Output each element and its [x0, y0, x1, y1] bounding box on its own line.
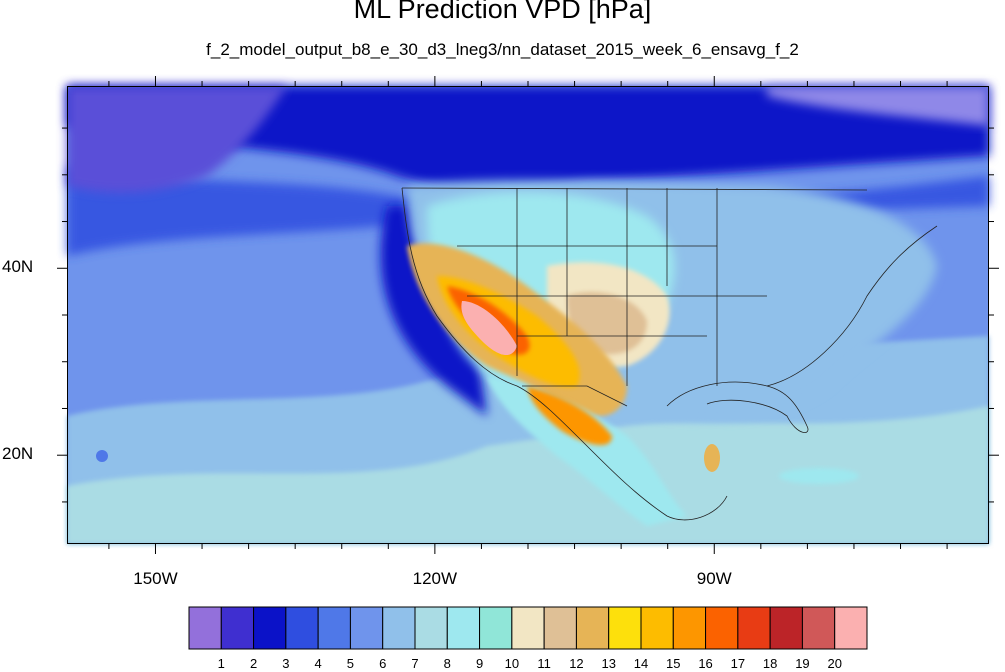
lon-tick-label: 90W [696, 569, 732, 588]
colorbar-label: 9 [475, 656, 484, 671]
field-cuba [779, 468, 859, 484]
colorbar-label: 3 [282, 656, 290, 671]
colorbar-swatch [349, 606, 384, 650]
colorbar-swatch [382, 606, 416, 650]
colorbar-label: 8 [443, 656, 451, 671]
colorbar-label: 2 [249, 656, 258, 671]
colorbar-label: 15 [666, 656, 681, 671]
colorbar-label: 19 [795, 656, 810, 671]
colorbar-label: 14 [633, 656, 649, 671]
field-yucatan [704, 444, 720, 472]
coastlines [401, 187, 938, 521]
map-title: ML Prediction VPD [hPa] [353, 0, 652, 24]
colorbar [188, 606, 868, 650]
colorbar-label: 10 [504, 656, 520, 671]
map-frame [67, 86, 989, 544]
colorbar-swatch [801, 606, 836, 650]
colorbar-label: 18 [762, 656, 778, 671]
colorbar-swatch [672, 606, 707, 650]
lat-tick-label: 40N [2, 257, 34, 277]
colorbar-label: 13 [601, 656, 616, 671]
colorbar-label: 5 [346, 656, 355, 671]
colorbar-swatch [575, 606, 610, 650]
field-mexico-9 [487, 376, 687, 526]
colorbar-swatch [317, 606, 351, 650]
field-northwest-2 [67, 86, 287, 193]
colorbar-label: 6 [379, 656, 387, 671]
colorbar-swatch [188, 606, 222, 650]
colorbar-label: 20 [827, 656, 842, 671]
colorbar-label: 16 [698, 656, 713, 671]
colorbar-swatch [253, 606, 287, 650]
colorbar-swatch [705, 606, 739, 650]
tick-marks [57, 76, 999, 554]
colorbar-label: 7 [411, 656, 419, 671]
field-south-8 [67, 406, 989, 544]
colorbar-swatch [834, 606, 868, 650]
colorbar-swatch [220, 606, 255, 650]
colorbar-swatch [769, 606, 803, 650]
colorbar-swatch [543, 606, 577, 650]
field-arctic-pale [767, 86, 989, 126]
vpd-map [57, 76, 999, 554]
lat-tick-label: 20N [2, 444, 34, 464]
colorbar-swatch [446, 606, 481, 650]
colorbar-swatch [285, 606, 319, 650]
field-sw-20 [461, 301, 517, 356]
colorbar-swatch [511, 606, 545, 650]
map-panel [57, 76, 999, 554]
map-subtitle: f_2_model_output_b8_e_30_d3_lneg3/nn_dat… [206, 40, 799, 59]
lon-tick-label: 150W [133, 569, 178, 588]
colorbar-label: 4 [314, 656, 322, 671]
field-north-3 [67, 86, 989, 191]
lon-tick-label: 120W [412, 569, 458, 588]
colorbar-swatch [479, 606, 513, 650]
colorbar-swatch [608, 606, 642, 650]
field-mexico-15 [527, 386, 612, 446]
colorbar-swatch [640, 606, 674, 650]
colorbar-label: 12 [569, 656, 584, 671]
colorbar-label: 1 [217, 656, 225, 671]
colorbar-swatch [737, 606, 771, 650]
colorbar-label: 11 [537, 656, 551, 671]
field-hawaii [96, 450, 108, 462]
colorbar-label: 17 [730, 656, 746, 671]
colorbar-swatch [414, 606, 448, 650]
